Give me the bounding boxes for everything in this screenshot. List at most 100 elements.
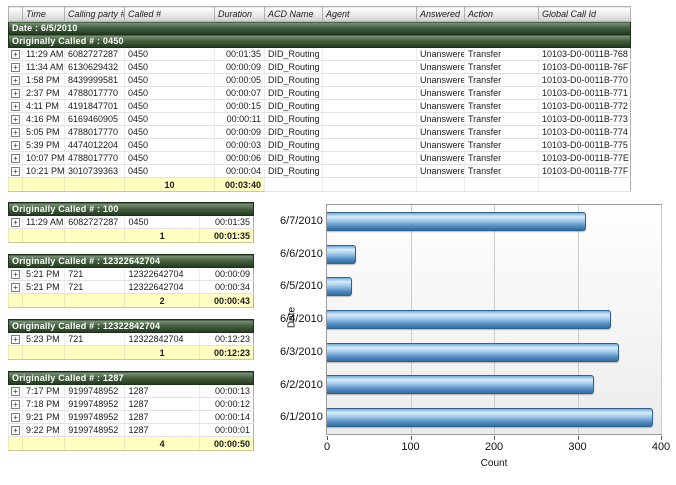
call-table-group: Originally Called # : 1287 +7:17 PM 919974… — [7, 371, 254, 451]
expand-icon[interactable]: + — [11, 218, 21, 227]
expand-icon[interactable]: + — [11, 76, 20, 85]
expand-icon[interactable]: + — [11, 115, 20, 124]
expand-icon[interactable]: + — [11, 128, 20, 137]
x-tick-mark — [494, 436, 495, 440]
x-tick-label: 400 — [651, 441, 671, 453]
date-header-row-label: Date : 6/5/2010 — [8, 21, 631, 35]
expand-cell: + — [8, 60, 23, 74]
cell-acd: DID_Routing — [264, 138, 323, 152]
chart-bar — [327, 342, 620, 362]
cell-called: 0450 — [124, 215, 200, 229]
call-table-group: Originally Called # : 12322642704 +5:21 P… — [7, 254, 254, 308]
cell-global_id: 10103-D0-0011B-774 — [538, 125, 631, 139]
y-category-label: 6/2/2010 — [280, 378, 323, 391]
summary-cell — [64, 228, 125, 243]
expand-cell: + — [8, 125, 23, 139]
cell-calling: 4788017770 — [64, 125, 125, 139]
expand-icon[interactable]: + — [11, 413, 21, 422]
cell-duration: 00:12:23 — [198, 332, 254, 346]
call-row: +5:39 PM 4474012204 0450 00:00:03 DID_Routin… — [8, 138, 631, 152]
cell-calling: 4474012204 — [64, 138, 125, 152]
cell-answered: Unanswered — [416, 60, 465, 74]
call-row: +11:34 AM 6130629432 0450 00:00:09 DID_Routi… — [8, 60, 631, 74]
call-table-group: Originally Called # : 12322842704 +5:23 P… — [7, 319, 254, 360]
cell-action: Transfer — [464, 112, 539, 126]
summary-count: 2 — [124, 293, 200, 308]
cell-calling: 721 — [64, 280, 125, 294]
expand-icon[interactable]: + — [11, 154, 20, 163]
column-header-calling: Calling party # — [64, 6, 125, 22]
call-row: +10:21 PM 3010739363 0450 00:00:04 DID_Routi… — [8, 164, 631, 178]
group-header-row-label: Originally Called # : 12322642704 — [8, 254, 254, 268]
cell-calling: 9199748952 — [64, 384, 125, 398]
expand-icon[interactable]: + — [11, 426, 21, 435]
summary-row: 10 00:03:40 — [8, 177, 631, 192]
expand-cell: + — [7, 397, 23, 411]
cell-answered: Unanswered — [416, 86, 465, 100]
chart-plot-area — [326, 204, 662, 435]
summary-cell — [64, 436, 125, 451]
expand-cell: + — [7, 384, 23, 398]
summary-cell — [22, 436, 65, 451]
summary-filler-cell — [416, 177, 465, 192]
cell-global_id: 10103-D0-0011B-76F — [538, 60, 631, 74]
call-row: +5:05 PM 4788017770 0450 00:00:09 DID_Routin… — [8, 125, 631, 139]
expand-cell: + — [7, 410, 23, 424]
cell-duration: 00:00:01 — [198, 423, 254, 437]
expand-icon[interactable]: + — [11, 50, 20, 59]
expand-icon[interactable]: + — [11, 283, 21, 292]
expand-icon[interactable]: + — [11, 270, 21, 279]
expand-icon[interactable]: + — [11, 141, 20, 150]
cell-time: 5:05 PM — [22, 125, 65, 139]
expand-cell: + — [8, 112, 23, 126]
expand-cell: + — [8, 164, 23, 178]
cell-calling: 9199748952 — [64, 397, 125, 411]
expand-icon[interactable]: + — [11, 335, 21, 344]
expand-icon[interactable]: + — [11, 89, 20, 98]
chart-bar — [327, 211, 586, 231]
summary-total: 00:12:23 — [198, 345, 254, 360]
summary-cell — [7, 228, 23, 243]
expand-icon[interactable]: + — [11, 63, 20, 72]
cell-agent — [322, 86, 417, 100]
cell-acd: DID_Routing — [264, 151, 323, 165]
cell-calling: 9199748952 — [64, 410, 125, 424]
cell-calling: 9199748952 — [64, 423, 125, 437]
expand-icon[interactable]: + — [11, 167, 20, 176]
group-header-row-label: Originally Called # : 100 — [8, 202, 254, 216]
column-header-duration: Duration — [214, 6, 265, 22]
cell-agent — [322, 99, 417, 113]
summary-cell — [22, 293, 65, 308]
cell-duration: 00:01:35 — [214, 47, 265, 61]
cell-called: 12322642704 — [124, 280, 200, 294]
cell-time: 11:29 AM — [22, 47, 65, 61]
cell-called: 0450 — [124, 151, 215, 165]
cell-answered: Unanswered — [416, 73, 465, 87]
call-row: +5:21 PM 721 12322642704 00:00:34 — [7, 280, 254, 294]
call-row: +7:18 PM 9199748952 1287 00:00:12 — [7, 397, 254, 411]
table-header-row: Time Calling party # Called # Duration ACD N… — [8, 6, 631, 22]
call-row: +2:37 PM 4788017770 0450 00:00:07 DID_Routin… — [8, 86, 631, 100]
cell-acd: DID_Routing — [264, 125, 323, 139]
call-row: +9:22 PM 9199748952 1287 00:00:01 — [7, 423, 254, 437]
expand-cell: + — [8, 138, 23, 152]
expand-icon[interactable]: + — [11, 400, 21, 409]
column-header-global_id: Global Call Id — [538, 6, 631, 22]
cell-action: Transfer — [464, 164, 539, 178]
cell-agent — [322, 60, 417, 74]
expand-icon[interactable]: + — [11, 102, 20, 111]
x-tick-mark — [661, 436, 662, 440]
summary-cell — [22, 345, 65, 360]
cell-calling: 6169460905 — [64, 112, 125, 126]
column-header-answered: Answered — [416, 6, 465, 22]
expand-icon[interactable]: + — [11, 387, 21, 396]
cell-action: Transfer — [464, 99, 539, 113]
summary-count: 1 — [124, 228, 200, 243]
cell-called: 0450 — [124, 112, 215, 126]
x-tick-label: 100 — [401, 441, 420, 453]
summary-filler-cell — [538, 177, 631, 192]
group-header-row-label: Originally Called # : 1287 — [8, 371, 254, 385]
y-category-label: 6/1/2010 — [280, 411, 323, 424]
expand-cell: + — [7, 332, 23, 346]
cell-called: 0450 — [124, 73, 215, 87]
